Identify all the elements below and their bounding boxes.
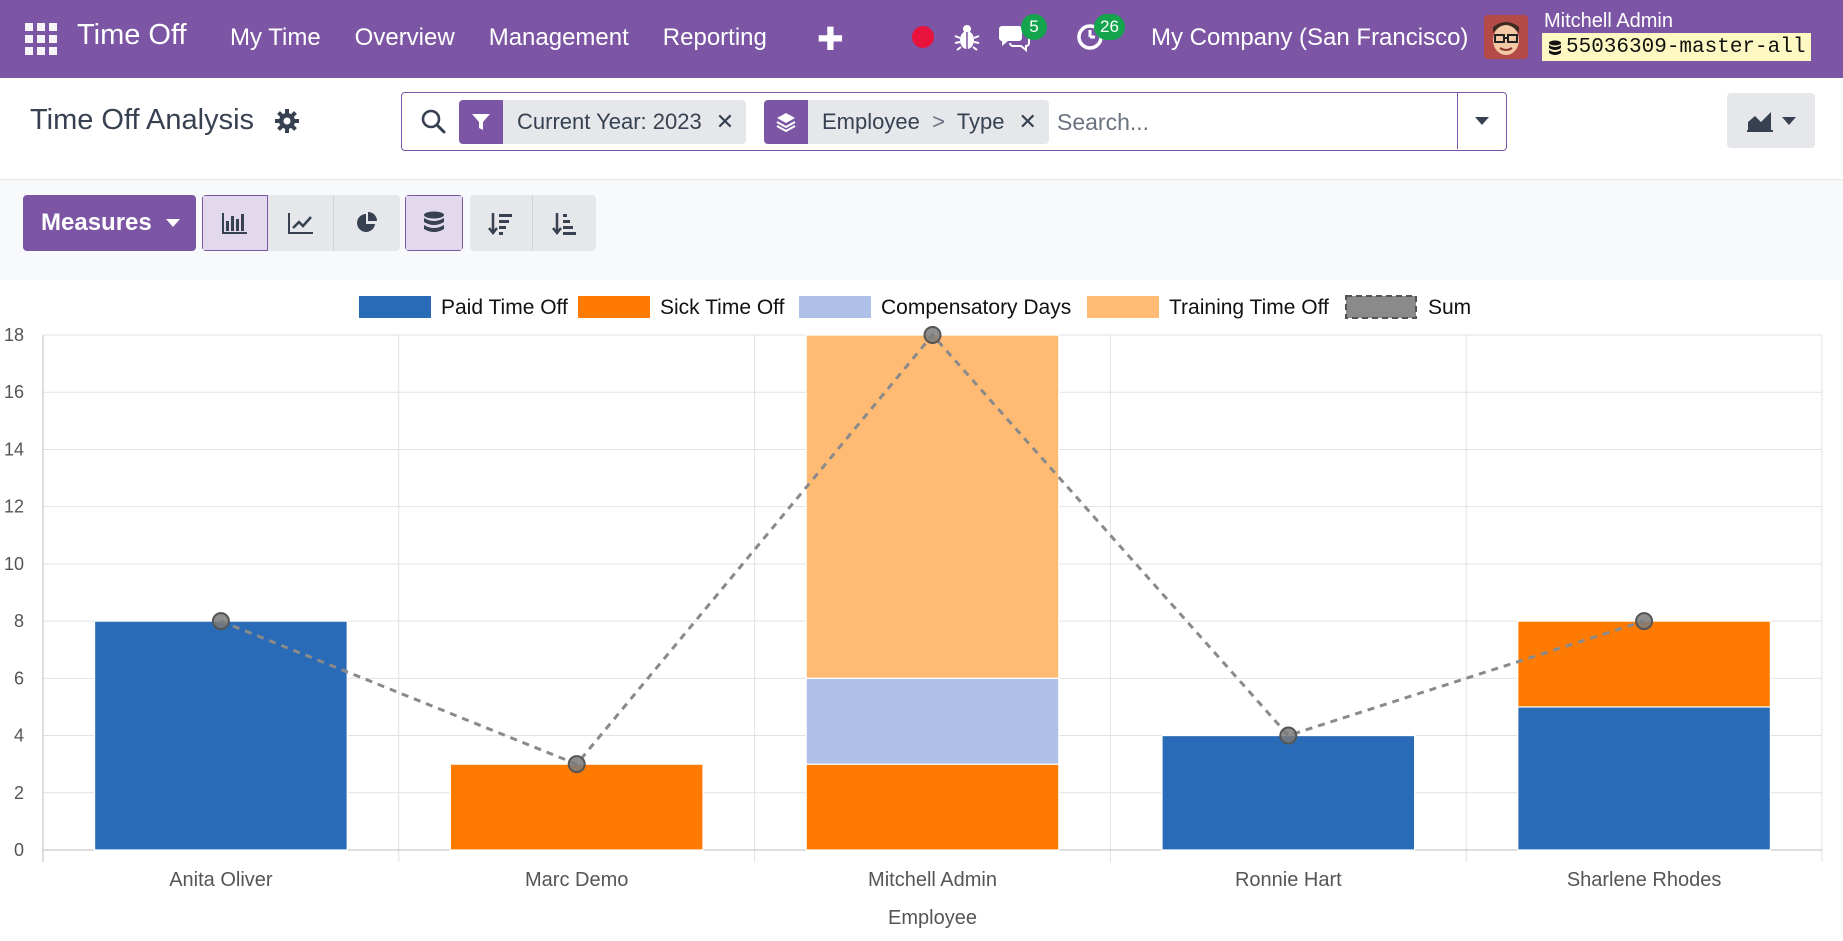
layers-icon	[764, 100, 808, 144]
legend-swatch	[1345, 295, 1417, 319]
line-chart-icon	[287, 213, 313, 234]
sum-point	[211, 612, 230, 631]
measures-label: Measures	[41, 209, 152, 236]
bar-chart-icon	[222, 213, 247, 234]
groupby-facet-label: Employee > Type	[808, 100, 1018, 144]
menu-item-reporting[interactable]: Reporting	[662, 24, 767, 51]
menu-item-overview[interactable]: Overview	[354, 24, 455, 51]
bar-segment	[93, 620, 348, 851]
panel-divider	[0, 179, 1843, 180]
x-tick-label: Ronnie Hart	[1235, 869, 1342, 891]
remove-filter-button[interactable]: ✕	[715, 109, 735, 134]
sum-point	[923, 326, 942, 344]
remove-groupby-button[interactable]: ✕	[1018, 109, 1037, 134]
sum-point	[1279, 726, 1298, 745]
line-chart-button[interactable]	[268, 195, 334, 251]
sort-ascending-button[interactable]	[533, 195, 596, 251]
search-icon[interactable]	[420, 108, 446, 134]
legend-label: Sick Time Off	[660, 296, 785, 319]
search-options-toggle[interactable]	[1457, 93, 1506, 149]
groupby-separator: >	[925, 109, 952, 134]
bar-segment	[449, 763, 704, 851]
apps-menu-icon[interactable]	[25, 23, 57, 55]
top-navbar: Time Off My Time Overview Management Rep…	[0, 0, 1843, 78]
groupby-facet: Employee > Type ✕	[764, 100, 1049, 144]
pie-chart-button[interactable]	[334, 195, 400, 251]
pie-chart-icon	[357, 212, 377, 232]
activities-count-badge: 26	[1094, 14, 1125, 40]
legend-swatch	[359, 296, 431, 318]
bar-segment	[1517, 620, 1772, 708]
menu-item-management[interactable]: Management	[488, 24, 629, 51]
y-tick-label: 10	[4, 554, 24, 574]
bar-segment	[805, 334, 1060, 679]
x-axis-label: Employee	[888, 907, 977, 929]
y-tick-label: 4	[14, 726, 24, 746]
filter-facet: Current Year: 2023 ✕	[459, 100, 747, 144]
legend-label: Compensatory Days	[881, 296, 1071, 319]
plus-icon[interactable]: ✚	[817, 21, 844, 57]
stack-group	[405, 195, 463, 251]
menu-item-my-time[interactable]: My Time	[230, 24, 321, 51]
bar-segment	[805, 677, 1060, 765]
y-tick-label: 8	[14, 611, 24, 631]
bar-segment	[1161, 734, 1416, 851]
sum-point	[567, 755, 586, 774]
gear-icon[interactable]	[275, 109, 299, 133]
stacked-toggle-button[interactable]	[405, 195, 463, 251]
database-icon	[1549, 40, 1561, 55]
chevron-down-icon	[165, 219, 180, 227]
y-tick-label: 0	[14, 840, 24, 860]
x-tick-label: Marc Demo	[525, 869, 628, 891]
main-menu: My Time Overview Management Reporting	[230, 24, 801, 52]
x-tick-label: Sharlene Rhodes	[1567, 869, 1722, 891]
graph-mode-group	[202, 195, 400, 251]
filter-icon	[459, 100, 503, 144]
sort-group	[470, 195, 596, 251]
user-avatar[interactable]	[1484, 15, 1528, 59]
chevron-down-icon	[1782, 116, 1796, 125]
area-chart-icon	[1747, 111, 1773, 132]
app-name[interactable]: Time Off	[77, 19, 187, 51]
bar-segment	[805, 763, 1060, 851]
legend-swatch	[799, 296, 871, 318]
groupby-employee: Employee	[822, 109, 920, 134]
search-bar: Current Year: 2023 ✕ Employee > Type ✕	[401, 92, 1507, 151]
legend-label: Sum	[1428, 296, 1471, 319]
sort-descending-button[interactable]	[470, 195, 533, 251]
groupby-type: Type	[956, 109, 1005, 134]
filter-facet-label: Current Year: 2023	[517, 109, 702, 134]
stacked-bar-chart: 0 2 4 6 8 10 12 14 16 18 Anita Oliver Marc Demo Mitc…	[4, 295, 1823, 929]
measures-button[interactable]: Measures	[23, 195, 196, 251]
bar-chart-button[interactable]	[202, 195, 268, 251]
y-tick-label: 12	[4, 497, 24, 517]
y-tick-label: 2	[14, 783, 24, 803]
legend-swatch	[578, 296, 650, 318]
record-icon[interactable]	[912, 26, 934, 48]
sort-ascending-icon	[551, 213, 576, 235]
legend-swatch	[1087, 296, 1159, 318]
x-tick-label: Mitchell Admin	[868, 869, 997, 891]
y-tick-label: 18	[4, 325, 24, 345]
company-switcher[interactable]: My Company (San Francisco)	[1151, 24, 1469, 51]
legend-label: Paid Time Off	[441, 296, 568, 319]
search-input[interactable]	[1057, 101, 1437, 143]
y-tick-label: 16	[4, 382, 24, 402]
sort-descending-icon	[488, 213, 512, 235]
y-tick-label: 6	[14, 668, 24, 688]
legend-label: Training Time Off	[1169, 296, 1329, 319]
y-tick-label: 14	[4, 439, 24, 459]
bar-segment	[1517, 706, 1772, 851]
x-tick-label: Anita Oliver	[169, 869, 273, 891]
page-title: Time Off Analysis	[30, 104, 255, 136]
sum-point	[1635, 612, 1654, 631]
database-name: 55036309-master-all	[1566, 36, 1806, 59]
bug-icon[interactable]	[954, 22, 980, 52]
database-icon	[424, 211, 444, 232]
database-tag: 55036309-master-all	[1542, 33, 1812, 61]
user-name[interactable]: Mitchell Admin	[1544, 10, 1673, 32]
view-switcher[interactable]	[1727, 93, 1815, 148]
messages-count-badge: 5	[1021, 14, 1047, 40]
chevron-down-icon	[1475, 117, 1489, 125]
